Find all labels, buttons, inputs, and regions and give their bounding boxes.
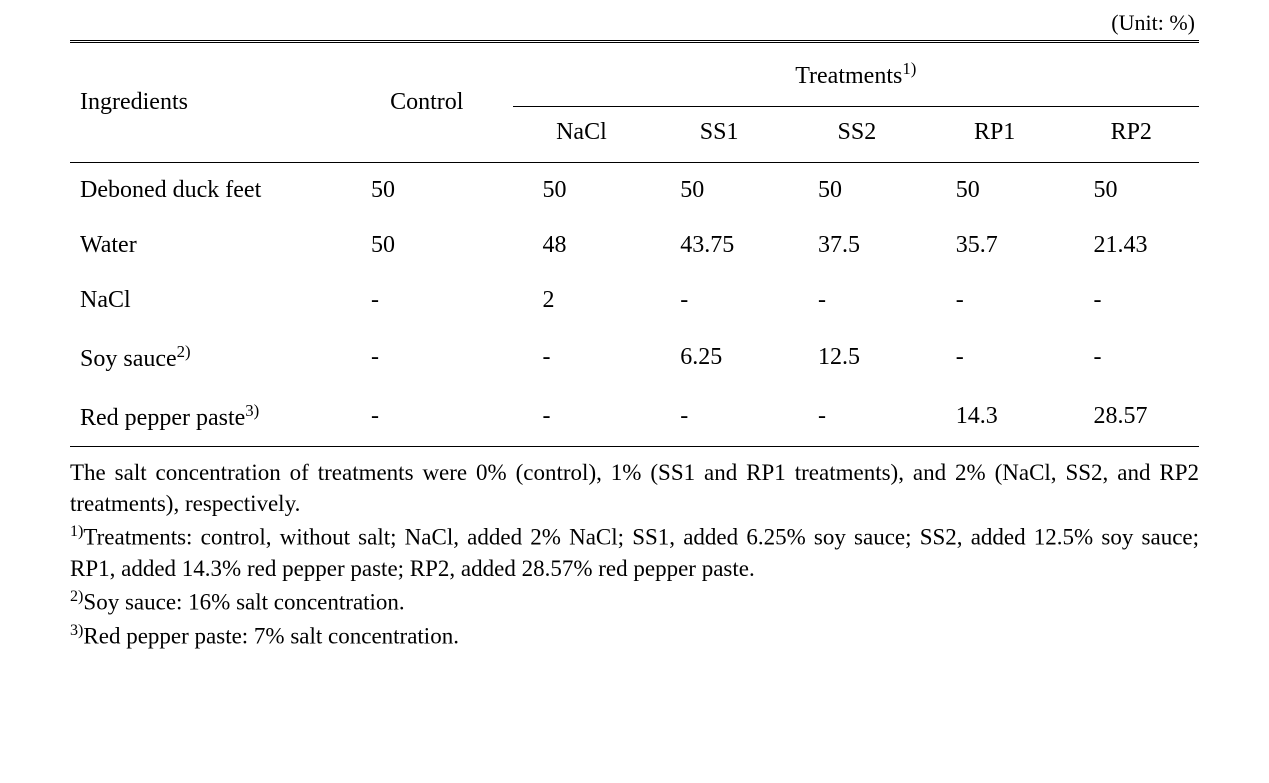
cell: - [341, 328, 513, 387]
cell: - [513, 387, 651, 447]
cell: - [926, 273, 1064, 328]
footnotes: The salt concentration of treatments wer… [70, 457, 1199, 651]
sub-header-ss2: SS2 [788, 107, 926, 163]
row-label-text: Deboned duck feet [80, 177, 261, 203]
cell: 50 [650, 163, 788, 219]
footnote-1-text: Treatments: control, without salt; NaCl,… [70, 525, 1199, 581]
cell: 6.25 [650, 328, 788, 387]
row-label: NaCl [70, 273, 341, 328]
footnote-3-text: Red pepper paste: 7% salt concentration. [83, 623, 459, 648]
table-row: Water 504843.7537.535.721.43 [70, 218, 1199, 273]
cell: 48 [513, 218, 651, 273]
table-body: Deboned duck feet505050505050Water504843… [70, 163, 1199, 447]
cell: 50 [788, 163, 926, 219]
cell: 50 [341, 218, 513, 273]
cell: - [1063, 273, 1199, 328]
footnote-2-text: Soy sauce: 16% salt concentration. [83, 590, 404, 615]
row-label-sup: 3) [245, 401, 259, 420]
cell: - [788, 387, 926, 447]
row-label: Soy sauce2) [70, 328, 341, 387]
header-ingredients: Ingredients [70, 42, 341, 163]
cell: - [650, 273, 788, 328]
row-label-sup: 2) [177, 342, 191, 361]
ingredients-table: Ingredients Control Treatments1) NaCl SS… [70, 40, 1199, 447]
footnote-2: 2)Soy sauce: 16% salt concentration. [70, 586, 1199, 618]
cell: - [926, 328, 1064, 387]
row-label-text: Red pepper paste [80, 405, 245, 431]
cell: 43.75 [650, 218, 788, 273]
cell: - [341, 387, 513, 447]
cell: - [788, 273, 926, 328]
footnote-2-sup: 2) [70, 588, 83, 605]
row-label-text: Soy sauce [80, 346, 177, 372]
cell: - [513, 328, 651, 387]
row-label-text: NaCl [80, 287, 131, 313]
footnote-1-sup: 1) [70, 523, 83, 540]
cell: - [1063, 328, 1199, 387]
header-treatments: Treatments1) [513, 42, 1199, 107]
table-row: Red pepper paste3)----14.328.57 [70, 387, 1199, 447]
header-treatments-label: Treatments [795, 63, 902, 89]
sub-header-rp2: RP2 [1063, 107, 1199, 163]
cell: 50 [513, 163, 651, 219]
footnote-3-sup: 3) [70, 622, 83, 639]
sub-header-rp1: RP1 [926, 107, 1064, 163]
row-label: Red pepper paste3) [70, 387, 341, 447]
cell: 28.57 [1063, 387, 1199, 447]
sub-header-nacl: NaCl [513, 107, 651, 163]
sub-header-ss1: SS1 [650, 107, 788, 163]
cell: 2 [513, 273, 651, 328]
cell: 12.5 [788, 328, 926, 387]
table-row: NaCl- 2---- [70, 273, 1199, 328]
footnote-1: 1)Treatments: control, without salt; NaC… [70, 521, 1199, 584]
table-row: Soy sauce2)-- 6.2512.5-- [70, 328, 1199, 387]
cell: 50 [926, 163, 1064, 219]
row-label-text: Water [80, 232, 137, 258]
cell: 35.7 [926, 218, 1064, 273]
row-label: Deboned duck feet [70, 163, 341, 219]
cell: 14.3 [926, 387, 1064, 447]
row-label: Water [70, 218, 341, 273]
cell: - [650, 387, 788, 447]
header-control: Control [341, 42, 513, 163]
footnote-3: 3)Red pepper paste: 7% salt concentratio… [70, 620, 1199, 652]
unit-label: (Unit: %) [70, 10, 1199, 36]
cell: 21.43 [1063, 218, 1199, 273]
header-treatments-sup: 1) [902, 59, 916, 78]
footnote-intro: The salt concentration of treatments wer… [70, 457, 1199, 519]
cell: - [341, 273, 513, 328]
cell: 37.5 [788, 218, 926, 273]
cell: 50 [1063, 163, 1199, 219]
table-row: Deboned duck feet505050505050 [70, 163, 1199, 219]
cell: 50 [341, 163, 513, 219]
